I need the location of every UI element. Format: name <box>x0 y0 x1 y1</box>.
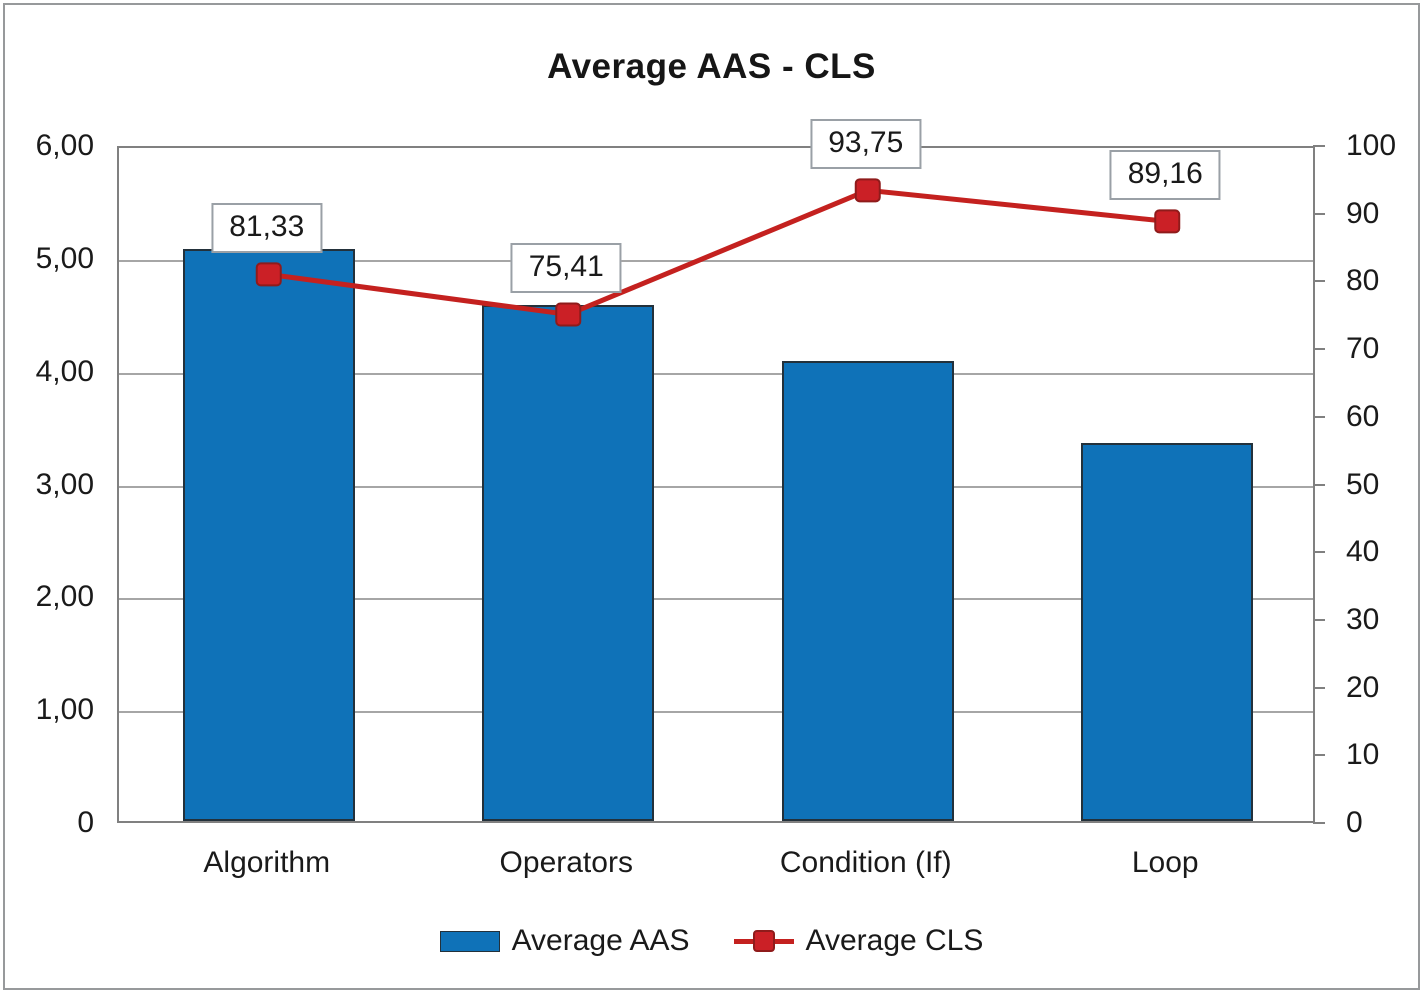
left-axis-tick-label: 0 <box>77 806 94 839</box>
cls-marker-condition-if <box>854 178 881 203</box>
legend-bar-swatch-icon <box>439 930 500 952</box>
legend-square-icon <box>752 930 775 952</box>
bar-loop <box>1081 443 1254 821</box>
left-axis-tick-label: 6,00 <box>35 129 94 162</box>
left-axis-tick-label: 2,00 <box>35 580 94 614</box>
right-axis-tick-label: 80 <box>1346 264 1380 298</box>
legend-item-average-cls: Average CLS <box>733 924 984 958</box>
right-axis-tick <box>1313 145 1325 147</box>
right-axis-tick-label: 100 <box>1346 129 1397 162</box>
left-axis-tick-label: 4,00 <box>35 354 94 388</box>
legend-line-marker-icon <box>733 928 794 954</box>
cls-line <box>268 187 1168 318</box>
right-axis-tick-label: 0 <box>1346 806 1363 839</box>
right-axis-tick <box>1313 483 1325 486</box>
point-label-operators: 75,41 <box>510 243 622 294</box>
cls-marker-operators <box>555 302 582 327</box>
right-axis-tick-label: 90 <box>1346 196 1380 230</box>
right-axis-tick-label: 60 <box>1346 399 1380 433</box>
right-axis-tick <box>1313 212 1325 215</box>
bar-condition-if <box>781 360 954 821</box>
right-axis-tick-label: 30 <box>1346 602 1380 636</box>
category-label-condition-if: Condition (If) <box>779 846 952 879</box>
right-axis-tick <box>1313 822 1325 824</box>
right-axis-tick <box>1313 686 1325 689</box>
right-axis-tick <box>1313 618 1325 621</box>
legend-item-average-aas: Average AAS <box>439 924 690 958</box>
right-axis-tick <box>1313 280 1325 283</box>
gridline <box>119 485 1313 488</box>
plot-area <box>117 146 1315 823</box>
point-label-loop: 89,16 <box>1109 150 1221 201</box>
gridline <box>119 711 1313 714</box>
right-axis-tick-label: 50 <box>1346 467 1380 501</box>
bar-algorithm <box>182 248 355 821</box>
right-axis-tick <box>1313 551 1325 554</box>
right-axis-tick <box>1313 415 1325 418</box>
right-axis-tick-label: 20 <box>1346 670 1380 704</box>
cls-marker-loop <box>1154 209 1181 234</box>
left-axis-tick-label: 1,00 <box>35 693 94 727</box>
gridline <box>119 259 1313 262</box>
category-label-algorithm: Algorithm <box>203 846 331 879</box>
bar-operators <box>482 305 655 821</box>
category-label-loop: Loop <box>1131 846 1199 879</box>
cls-marker-algorithm <box>255 262 282 287</box>
cls-line-layer <box>255 178 1181 327</box>
chart-title: Average AAS - CLS <box>547 47 876 86</box>
right-axis-tick-label: 70 <box>1346 332 1380 366</box>
point-label-condition-if: 93,75 <box>810 119 922 170</box>
left-axis-tick-label: 5,00 <box>35 241 94 275</box>
legend: Average AAS Average CLS <box>0 916 1423 966</box>
left-axis-tick-label: 3,00 <box>35 467 94 501</box>
right-axis-tick-label: 40 <box>1346 535 1380 569</box>
legend-label: Average CLS <box>805 924 984 957</box>
point-label-algorithm: 81,33 <box>211 203 323 254</box>
legend-label: Average AAS <box>511 924 690 957</box>
gridline <box>119 598 1313 601</box>
right-axis-tick <box>1313 348 1325 351</box>
gridline <box>119 372 1313 375</box>
category-label-operators: Operators <box>499 846 633 879</box>
right-axis-tick-label: 10 <box>1346 738 1380 772</box>
right-axis-tick <box>1313 754 1325 757</box>
